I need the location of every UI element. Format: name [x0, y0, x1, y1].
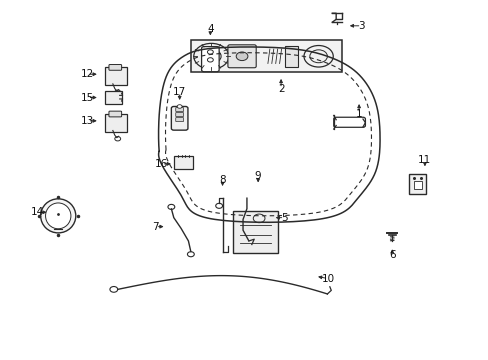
Text: 3: 3	[358, 21, 364, 31]
Text: 7: 7	[152, 222, 159, 231]
FancyBboxPatch shape	[175, 118, 183, 122]
FancyBboxPatch shape	[109, 111, 122, 117]
Circle shape	[236, 52, 247, 60]
Circle shape	[177, 105, 182, 108]
FancyBboxPatch shape	[104, 91, 122, 104]
FancyBboxPatch shape	[333, 117, 365, 127]
FancyBboxPatch shape	[104, 114, 127, 132]
Text: 17: 17	[173, 87, 186, 97]
Text: 5: 5	[281, 213, 287, 222]
Text: 4: 4	[206, 24, 213, 35]
FancyBboxPatch shape	[413, 181, 421, 189]
FancyBboxPatch shape	[227, 45, 256, 68]
FancyBboxPatch shape	[104, 67, 127, 85]
FancyBboxPatch shape	[190, 40, 341, 72]
Text: 13: 13	[81, 116, 94, 126]
Ellipse shape	[45, 203, 71, 229]
Circle shape	[207, 50, 213, 54]
Ellipse shape	[41, 199, 76, 233]
Circle shape	[207, 58, 213, 62]
Text: 12: 12	[81, 69, 94, 79]
FancyBboxPatch shape	[233, 211, 277, 253]
Text: 16: 16	[155, 159, 168, 169]
FancyBboxPatch shape	[173, 156, 193, 168]
FancyBboxPatch shape	[175, 113, 183, 117]
Text: 9: 9	[254, 171, 261, 181]
Text: 1: 1	[355, 109, 362, 119]
Text: 15: 15	[81, 93, 94, 103]
FancyBboxPatch shape	[109, 64, 122, 70]
FancyBboxPatch shape	[285, 46, 297, 67]
Text: 14: 14	[31, 207, 44, 217]
Text: 10: 10	[321, 274, 334, 284]
FancyBboxPatch shape	[175, 108, 183, 112]
Text: 2: 2	[277, 84, 284, 94]
Text: 6: 6	[388, 250, 395, 260]
Text: 8: 8	[219, 175, 225, 185]
FancyBboxPatch shape	[201, 46, 219, 72]
FancyBboxPatch shape	[408, 174, 425, 194]
FancyBboxPatch shape	[171, 107, 187, 130]
Text: 11: 11	[417, 155, 430, 165]
